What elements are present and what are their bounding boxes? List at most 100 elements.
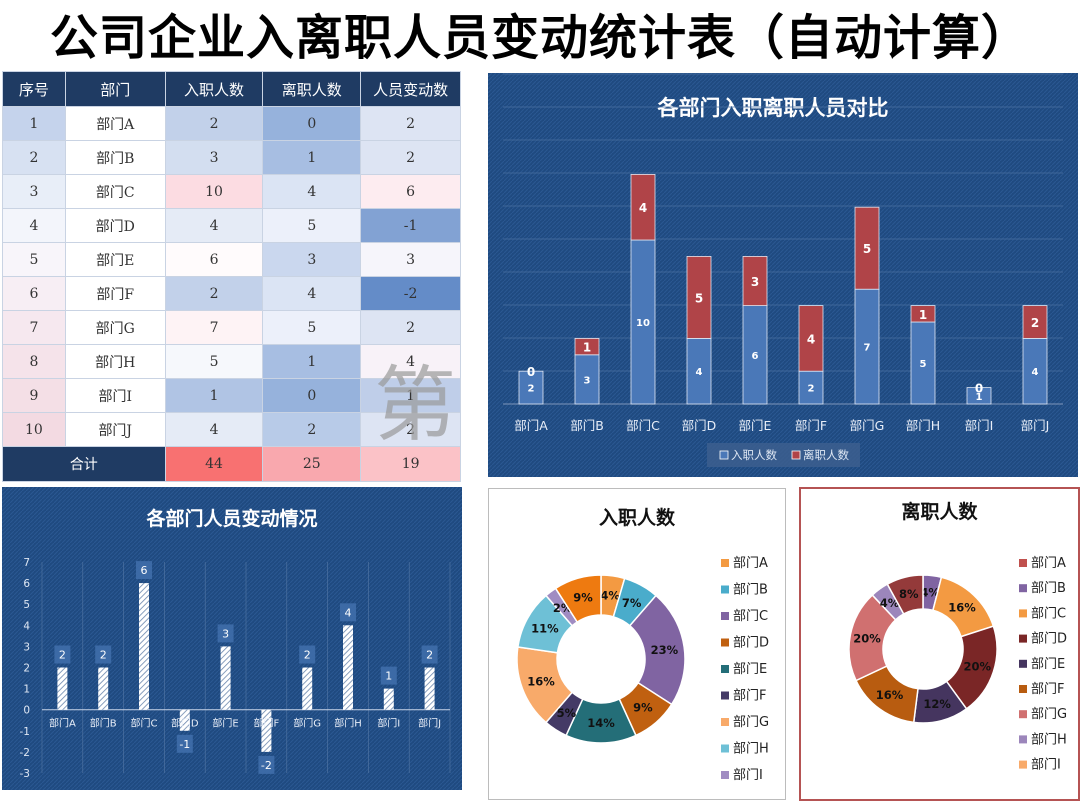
legend-label: 部门C [1031, 606, 1066, 621]
data-label: 2 [100, 649, 107, 662]
legend-label: 部门F [1031, 682, 1064, 697]
cell-dept: 部门E [64, 242, 166, 277]
cell-left: 2 [262, 412, 362, 447]
legend-label-left: 离职人数 [803, 448, 849, 462]
legend-swatch [1019, 685, 1027, 693]
legend-swatch [1019, 634, 1027, 643]
bar-change [424, 667, 435, 710]
cell-change: 2 [360, 106, 461, 141]
bar-hired-label: 2 [528, 384, 535, 395]
cell-hired: 1 [164, 378, 264, 413]
slice-percent-label: 9% [633, 700, 653, 714]
data-label-box [176, 734, 193, 753]
cell-index: 4 [2, 208, 66, 243]
table-row: 8 部门H 5 1 4 [2, 344, 461, 379]
cell-index: 1 [2, 106, 66, 141]
bar-left [574, 337, 600, 356]
slice-percent-label: 23% [651, 643, 679, 657]
cell-index: 6 [2, 276, 66, 311]
slice-percent-label: 7% [622, 596, 642, 610]
bar-hired-label: 1 [976, 392, 983, 403]
table-row: 1 部门A 2 0 2 [2, 106, 461, 141]
table-row: 10 部门J 4 2 2 [2, 412, 461, 447]
slice-percent-label: 4% [920, 585, 940, 599]
legend-label: 部门B [733, 583, 768, 598]
bar-left [854, 206, 880, 290]
bar-left-label: 3 [751, 275, 759, 289]
slice-percent-label: 16% [876, 688, 904, 702]
legend-swatch [1019, 735, 1027, 744]
data-table: 序号 部门 入职人数 离职人数 人员变动数 1 部门A 2 0 2 2 部门B 3 1 2 3 部门C… [2, 71, 461, 482]
cell-hired: 5 [164, 344, 264, 379]
hired-donut-chart: 入职人数 4% 7% 23% 9% 14% 5% 16% 11% 2% 9% 部门A 部门B 部门C 部门D… [488, 488, 786, 800]
slice-percent-label: 20% [853, 631, 881, 645]
cell-left: 0 [262, 378, 362, 413]
donut-slice [886, 574, 924, 615]
x-tick-label: 部门C [626, 418, 660, 433]
cell-dept: 部门A [64, 106, 166, 141]
cell-left: 4 [262, 174, 362, 209]
cell-change: -1 [360, 208, 461, 243]
data-label-box [258, 755, 275, 774]
legend-label: 部门E [733, 662, 767, 677]
legend-swatch [1019, 659, 1027, 668]
data-label-box [299, 645, 316, 664]
chart-svg: 入职人数4%7%23%9%14%5%16%11%2%9%部门A部门B部门C部门D… [516, 506, 769, 783]
legend-label: 部门I [1031, 758, 1061, 773]
x-tick-label: 部门D [682, 418, 717, 433]
bar-left [1022, 305, 1048, 339]
data-label-box [380, 666, 397, 685]
data-label: 2 [426, 649, 433, 662]
chart-title: 各部门入职离职人员对比 [657, 96, 889, 120]
total-change: 19 [360, 446, 461, 482]
cell-change: 2 [360, 412, 461, 447]
bar-hired [574, 354, 600, 405]
cell-hired: 4 [164, 208, 264, 243]
legend [707, 443, 860, 467]
y-tick-label: 7 [23, 557, 30, 569]
legend-swatch [721, 771, 729, 779]
total-label: 合计 [2, 446, 166, 482]
y-tick-label: 3 [23, 641, 30, 653]
bar-left-label: 5 [695, 291, 703, 305]
cell-index: 9 [2, 378, 66, 413]
legend-swatch [1019, 609, 1027, 618]
legend-label: 部门A [1031, 556, 1066, 571]
table-row: 3 部门C 10 4 6 [2, 174, 461, 209]
cell-hired: 2 [164, 276, 264, 311]
table-body: 1 部门A 2 0 2 2 部门B 3 1 2 3 部门C 10 4 6 4 部门D 4 5 -1 5 部门E 6 3 3 6 部门… [2, 106, 461, 482]
bar-hired-label: 3 [584, 375, 591, 386]
bar-hired [742, 305, 768, 405]
slice-percent-label: 8% [899, 587, 919, 601]
cell-index: 7 [2, 310, 66, 345]
cell-left: 3 [262, 242, 362, 277]
legend-label: 部门F [733, 689, 766, 704]
x-tick-label: 部门I [965, 418, 994, 433]
slice-percent-label: 4% [600, 589, 620, 603]
cell-index: 8 [2, 344, 66, 379]
bar-change [383, 688, 394, 710]
bar-hired [1022, 337, 1048, 405]
legend-swatch-hired [719, 450, 729, 460]
bar-left-label: 4 [807, 332, 815, 346]
bar-change [343, 625, 353, 710]
bar-left-label: 1 [919, 308, 927, 322]
data-label: -2 [261, 759, 272, 772]
x-tick-label: 部门D [171, 717, 199, 730]
legend-swatch [721, 559, 729, 567]
bar-left-label: 0 [527, 365, 535, 379]
legend-label: 部门I [733, 768, 763, 783]
x-tick-label: 部门B [90, 717, 117, 730]
bar-hired-label: 4 [696, 367, 703, 378]
x-tick-label: 部门J [1021, 418, 1050, 433]
cell-hired: 4 [164, 412, 264, 447]
left-donut-chart: 离职人数 4% 16% 20% 12% 16% 20% 4% 8% 部门A 部门B 部门C 部门D 部门E… [799, 487, 1080, 801]
bar-hired [854, 288, 880, 405]
table-row: 2 部门B 3 1 2 [2, 140, 461, 175]
legend-swatch [1019, 710, 1027, 719]
y-tick-label: 2 [23, 663, 30, 675]
slice-percent-label: 4% [880, 596, 900, 610]
cell-dept: 部门C [64, 174, 166, 209]
chart-background [488, 73, 1078, 477]
y-tick-label: 5 [23, 599, 30, 611]
